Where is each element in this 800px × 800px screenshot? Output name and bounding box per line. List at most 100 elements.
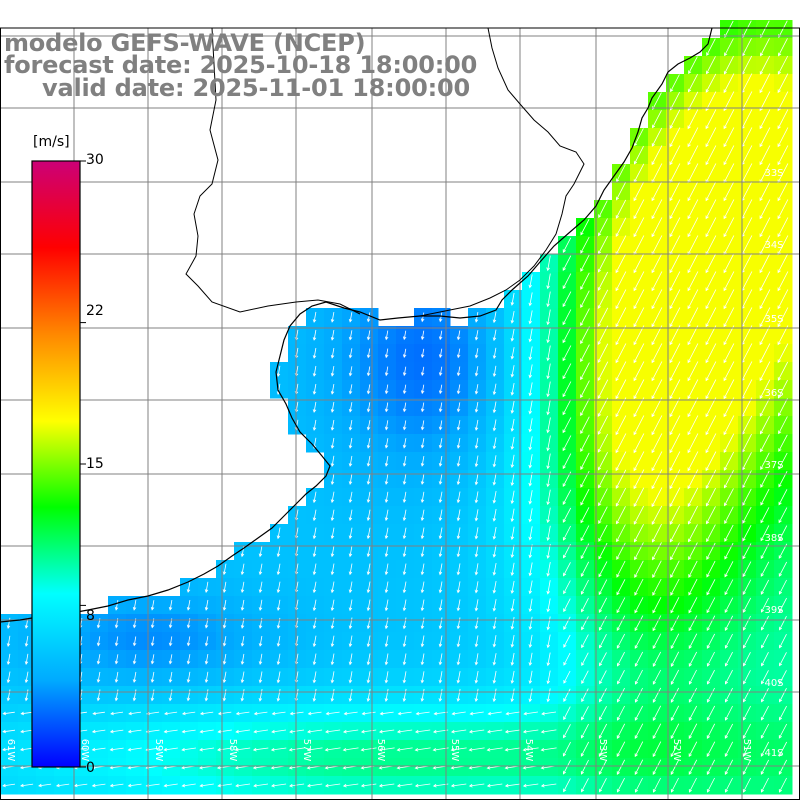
- wind-arrow: [38, 783, 52, 788]
- wind-arrow: [633, 145, 644, 165]
- wind-arrow: [150, 600, 155, 611]
- wind-arrow: [634, 669, 643, 685]
- wind-arrow: [615, 451, 627, 472]
- wind-arrow: [366, 312, 371, 323]
- wind-arrow: [777, 199, 789, 220]
- wind-arrow: [492, 311, 497, 324]
- wind-arrow: [438, 509, 443, 522]
- wind-arrow: [778, 759, 788, 775]
- wind-arrow: [706, 615, 716, 632]
- wind-arrow: [598, 200, 608, 219]
- wind-arrow: [742, 597, 752, 613]
- wind-arrow: [438, 402, 443, 413]
- wind-arrow: [705, 433, 717, 454]
- wind-arrow: [634, 560, 644, 578]
- wind-arrow: [581, 706, 589, 721]
- longitude-label: 61W: [5, 739, 16, 762]
- wind-arrow: [109, 729, 124, 734]
- wind-arrow: [778, 597, 787, 613]
- wind-arrow: [546, 616, 551, 631]
- wind-arrow: [540, 729, 557, 734]
- wind-arrow: [723, 181, 735, 202]
- wind-arrow: [312, 347, 317, 359]
- wind-arrow: [724, 38, 734, 57]
- wind-arrow: [6, 653, 11, 666]
- wind-arrow: [456, 420, 461, 431]
- wind-arrow: [580, 236, 590, 254]
- latitude-label: 38S: [764, 533, 783, 544]
- wind-arrow: [312, 401, 317, 413]
- wind-arrow: [2, 729, 16, 734]
- wind-arrow: [528, 454, 533, 469]
- wind-arrow: [348, 491, 353, 504]
- wind-arrow: [723, 109, 735, 130]
- wind-arrow: [670, 687, 680, 703]
- wind-arrow: [615, 307, 627, 328]
- wind-arrow: [651, 199, 663, 220]
- wind-arrow: [414, 783, 431, 788]
- wind-arrow: [510, 292, 515, 306]
- wind-arrow: [761, 670, 769, 685]
- wind-arrow: [705, 379, 717, 400]
- wind-arrow: [510, 670, 515, 684]
- wind-arrow: [724, 524, 734, 542]
- wind-arrow: [687, 145, 699, 166]
- wind-arrow: [186, 636, 191, 647]
- wind-arrow: [562, 741, 571, 757]
- wind-arrow: [760, 452, 770, 471]
- wind-arrow: [276, 563, 281, 576]
- wind-arrow: [312, 329, 317, 341]
- wind-arrow: [456, 366, 461, 377]
- wind-arrow: [528, 634, 533, 649]
- wind-arrow: [615, 343, 627, 364]
- wind-arrow: [759, 181, 771, 202]
- wind-arrow: [615, 487, 627, 507]
- wind-arrow: [366, 473, 371, 485]
- wind-arrow: [487, 711, 502, 716]
- wind-arrow: [510, 311, 515, 324]
- wind-arrow: [6, 689, 11, 702]
- wind-arrow: [2, 711, 15, 716]
- wind-arrow: [468, 747, 485, 752]
- wind-arrow: [348, 671, 353, 684]
- wind-arrow: [474, 563, 479, 576]
- wind-arrow: [651, 127, 663, 147]
- wind-arrow: [258, 563, 263, 576]
- wind-arrow: [324, 783, 341, 788]
- wind-arrow: [378, 747, 395, 752]
- wind-arrow: [420, 527, 425, 540]
- wind-arrow: [742, 488, 752, 506]
- wind-arrow: [348, 635, 353, 648]
- wind-arrow: [366, 671, 371, 684]
- wind-arrow: [706, 524, 716, 543]
- wind-arrow: [563, 759, 571, 775]
- wind-arrow: [396, 747, 413, 752]
- wind-arrow: [342, 747, 359, 752]
- wind-arrow: [597, 415, 609, 435]
- wind-arrow: [705, 127, 717, 148]
- wind-arrow: [615, 397, 627, 418]
- wind-arrow: [456, 330, 461, 341]
- wind-arrow: [705, 325, 717, 346]
- wind-arrow: [616, 560, 626, 578]
- wind-arrow: [706, 579, 716, 596]
- wind-arrow: [670, 560, 680, 579]
- colorbar-tick-label: 8: [86, 608, 95, 624]
- wind-arrow: [669, 397, 681, 418]
- wind-arrow: [723, 145, 735, 166]
- wind-arrow: [20, 783, 34, 788]
- wind-arrow: [528, 364, 533, 379]
- wind-arrow: [723, 451, 735, 471]
- wind-arrow: [492, 527, 497, 540]
- wind-arrow: [759, 199, 771, 220]
- wind-arrow: [132, 654, 137, 665]
- wind-arrow: [777, 343, 789, 364]
- wind-arrow: [760, 579, 770, 595]
- wind-arrow: [222, 563, 227, 576]
- wind-arrow: [670, 651, 680, 667]
- wind-arrow: [723, 217, 735, 238]
- wind-arrow: [688, 615, 698, 632]
- wind-arrow: [528, 328, 533, 343]
- wind-arrow: [114, 600, 119, 611]
- wind-arrow: [402, 635, 407, 648]
